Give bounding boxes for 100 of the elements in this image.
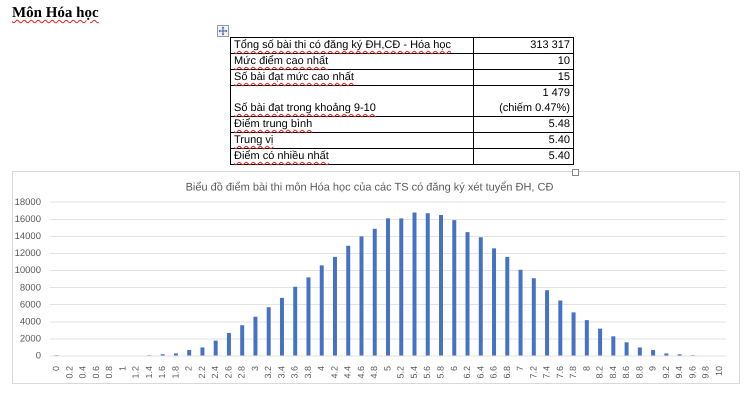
x-tick-label: 6.8 xyxy=(502,366,512,379)
x-tick-label: 5.4 xyxy=(408,366,419,379)
x-tick-label: 4 xyxy=(316,366,326,372)
x-tick-label: 1.4 xyxy=(144,366,154,379)
text: 313 317 xyxy=(474,38,574,54)
x-tick-label: 9 xyxy=(648,366,658,372)
bar xyxy=(466,232,470,356)
bar xyxy=(253,316,258,356)
text: Số bài đạt mức cao nhất xyxy=(234,71,354,83)
x-tick-label: 0.8 xyxy=(104,366,114,379)
y-tick-label: 6000 xyxy=(20,299,41,310)
text: Tổng số bài thi có đăng ký ĐH,CĐ - Hóa học xyxy=(234,39,452,51)
bar xyxy=(293,286,298,356)
text: 1 479 (chiếm 0.47%) xyxy=(474,86,574,116)
bar xyxy=(280,298,284,356)
bar xyxy=(532,278,536,356)
x-tick-label: 2.8 xyxy=(236,366,247,379)
x-tick-label: 9.8 xyxy=(700,366,711,379)
bar xyxy=(611,336,616,356)
bar xyxy=(651,350,656,356)
x-tick-label: 4.2 xyxy=(329,366,340,379)
x-tick-label: 1 xyxy=(117,366,128,372)
bar xyxy=(266,307,271,356)
x-tick-label: 9.6 xyxy=(687,366,698,379)
bar xyxy=(214,340,218,356)
x-tick-label: 9.4 xyxy=(674,366,684,379)
x-tick-label: 8 xyxy=(581,366,592,372)
text: 5.48 xyxy=(474,116,574,132)
bar xyxy=(187,350,192,356)
x-tick-label: 3 xyxy=(250,366,260,372)
text: 5.40 xyxy=(474,132,574,148)
bar xyxy=(624,342,629,356)
bar xyxy=(240,325,244,356)
chart-title: Biểu đồ điểm bài thi môn Hóa học của các TS có đăng ký xét tuyển ĐH, CĐ xyxy=(186,182,554,194)
x-tick-label: 3.6 xyxy=(290,366,300,379)
x-tick-label: 7.4 xyxy=(542,366,552,379)
bar xyxy=(558,300,562,356)
x-tick-label: 6 xyxy=(448,366,459,372)
x-tick-label: 10 xyxy=(714,366,724,376)
x-tick-label: 8.2 xyxy=(594,366,605,379)
y-tick-label: 12000 xyxy=(14,248,41,260)
y-tick-label: 4000 xyxy=(20,316,41,328)
x-tick-label: 3.8 xyxy=(302,366,313,379)
x-tick-label: 1.2 xyxy=(130,366,141,379)
text: Môn Hóa học xyxy=(12,5,99,21)
x-tick-label: 3.2 xyxy=(263,366,274,379)
text: Số bài đạt trong khoảng 9-10 xyxy=(234,102,376,114)
x-tick-label: 6.4 xyxy=(475,366,486,379)
x-tick-label: 2.2 xyxy=(196,366,207,379)
bar xyxy=(478,237,483,356)
bar xyxy=(505,256,510,356)
y-tick-label: 10000 xyxy=(14,265,41,276)
x-tick-label: 5.6 xyxy=(422,366,432,379)
bar xyxy=(200,347,204,356)
text: Điểm trung bình xyxy=(234,118,312,130)
y-tick-label: 16000 xyxy=(14,214,41,225)
y-tick-label: 18000 xyxy=(14,196,41,208)
text: 10 xyxy=(474,54,574,70)
x-tick-label: 2.6 xyxy=(223,366,234,379)
bar xyxy=(598,328,602,356)
y-tick-label: 14000 xyxy=(14,231,41,242)
x-tick-label: 5.8 xyxy=(436,366,446,379)
x-tick-label: 4.4 xyxy=(342,366,353,379)
bar xyxy=(386,218,390,356)
x-tick-label: 1.8 xyxy=(170,366,180,379)
x-tick-label: 6.6 xyxy=(488,366,499,379)
x-tick-label: 4.6 xyxy=(356,366,366,379)
x-tick-label: 7.2 xyxy=(528,366,538,379)
x-tick-label: 3.4 xyxy=(276,366,286,379)
x-tick-label: 7.6 xyxy=(554,366,565,379)
bar xyxy=(320,265,324,356)
x-tick-label: 0.6 xyxy=(90,366,101,379)
bar xyxy=(332,256,337,356)
y-tick-label: 8000 xyxy=(20,282,41,294)
x-tick-label: 1.6 xyxy=(157,366,168,379)
text: 15 xyxy=(474,70,574,86)
y-tick-label: 2000 xyxy=(20,334,41,345)
bar xyxy=(439,215,444,356)
x-tick-label: 8.4 xyxy=(608,366,618,379)
bar xyxy=(426,213,430,356)
bar xyxy=(638,347,642,356)
x-tick-label: 8.6 xyxy=(621,366,632,379)
bar xyxy=(306,277,310,356)
bar xyxy=(492,248,496,356)
bar xyxy=(545,290,550,356)
x-tick-label: 0 xyxy=(51,366,62,372)
bar xyxy=(346,246,350,356)
bar xyxy=(226,332,231,356)
x-tick-label: 5.2 xyxy=(396,366,406,379)
bar xyxy=(572,312,576,356)
x-tick-label: 8.8 xyxy=(634,366,644,379)
y-tick-label: 0 xyxy=(36,350,41,362)
x-tick-label: 0.2 xyxy=(64,366,74,379)
x-tick-label: 2 xyxy=(184,366,194,372)
x-tick-label: 7.8 xyxy=(568,366,578,379)
text: Điểm có nhiều nhất xyxy=(234,150,329,162)
x-tick-label: 5 xyxy=(382,366,392,372)
bar xyxy=(518,270,523,356)
x-tick-label: 9.2 xyxy=(660,366,671,379)
text: Mức điểm cao nhất xyxy=(234,55,328,67)
